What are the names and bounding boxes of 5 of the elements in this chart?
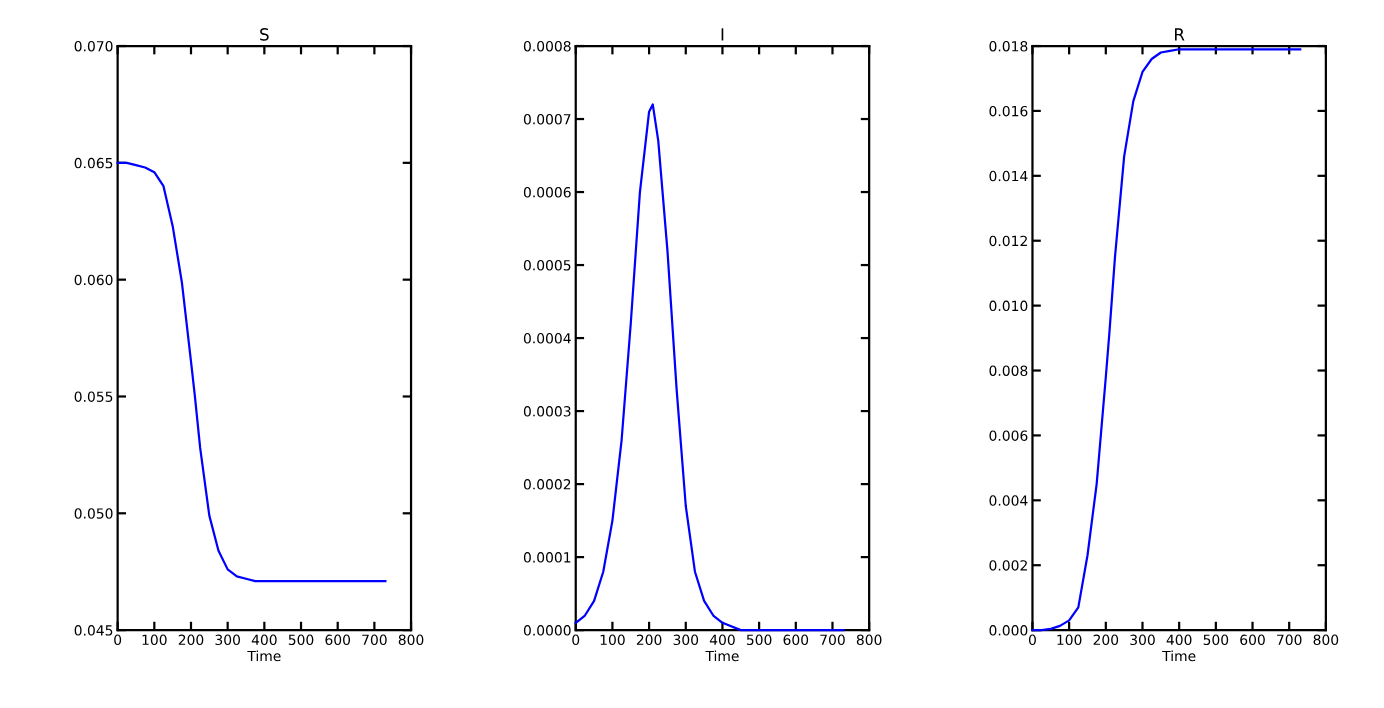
chart-title: I (721, 28, 724, 41)
line-series (574, 103, 845, 632)
line-series (116, 161, 387, 583)
chart-title: S (260, 28, 269, 41)
chart-title: R (1175, 28, 1185, 41)
